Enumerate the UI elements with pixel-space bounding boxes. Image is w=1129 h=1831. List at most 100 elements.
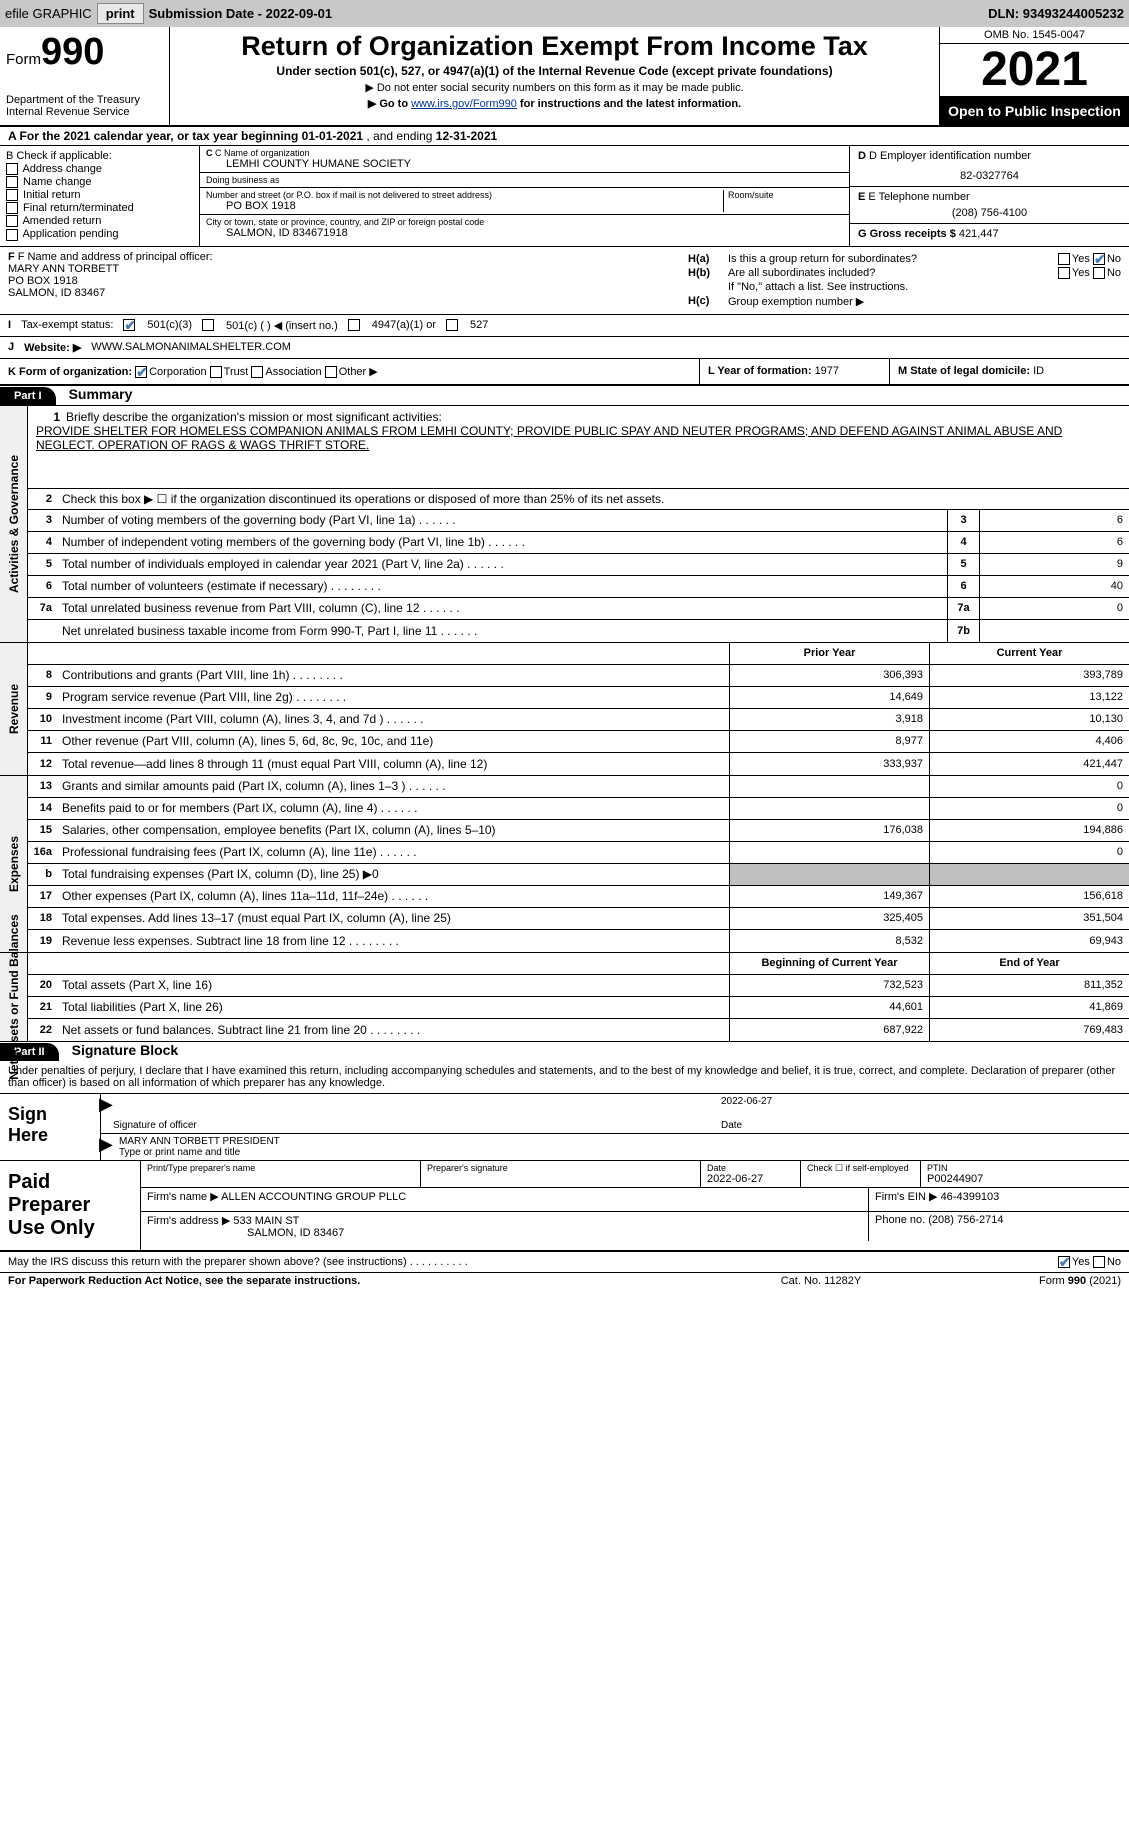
- tax-year: 2021: [940, 44, 1129, 97]
- line-value: 6: [979, 532, 1129, 553]
- officer-addr2: SALMON, ID 83467: [8, 287, 672, 299]
- header-mid: Return of Organization Exempt From Incom…: [170, 27, 939, 125]
- corp-checkbox[interactable]: [135, 366, 147, 378]
- curr-value: 351,504: [929, 908, 1129, 929]
- vert-net: Net Assets or Fund Balances: [0, 953, 28, 1041]
- colb-checkbox[interactable]: [6, 176, 18, 188]
- line-value: 6: [979, 510, 1129, 531]
- colb-checkbox[interactable]: [6, 229, 18, 241]
- curr-value: 0: [929, 776, 1129, 797]
- section-f-h: F F Name and address of principal office…: [0, 247, 1129, 315]
- hb-no-checkbox[interactable]: [1093, 267, 1105, 279]
- gross-receipts: 421,447: [959, 228, 999, 240]
- col-d-ein: D D Employer identification number 82-03…: [849, 146, 1129, 246]
- ha-no-checkbox[interactable]: [1093, 253, 1105, 265]
- colb-checkbox[interactable]: [6, 163, 18, 175]
- assoc-checkbox[interactable]: [251, 366, 263, 378]
- 501c-checkbox[interactable]: [202, 319, 214, 331]
- colb-checkbox[interactable]: [6, 189, 18, 201]
- 4947-checkbox[interactable]: [348, 319, 360, 331]
- 501c3-checkbox[interactable]: [123, 319, 135, 331]
- curr-value: 811,352: [929, 975, 1129, 996]
- sig-date: 2022-06-27: [721, 1096, 772, 1107]
- ptin: P00244907: [927, 1173, 1123, 1185]
- col-b-label: B Check if applicable:: [6, 150, 193, 162]
- curr-value: 0: [929, 798, 1129, 819]
- col-c-org-info: C C Name of organization LEMHI COUNTY HU…: [200, 146, 849, 246]
- row-a-tax-year: A For the 2021 calendar year, or tax yea…: [0, 127, 1129, 146]
- discuss-yes-checkbox[interactable]: [1058, 1256, 1070, 1268]
- form-header: Form990 Department of the Treasury Inter…: [0, 27, 1129, 127]
- end-year-hdr: End of Year: [929, 953, 1129, 974]
- hb-yes-checkbox[interactable]: [1058, 267, 1070, 279]
- trust-checkbox[interactable]: [210, 366, 222, 378]
- org-city: SALMON, ID 834671918: [206, 227, 843, 239]
- prior-value: 14,649: [729, 687, 929, 708]
- prior-value: 8,977: [729, 731, 929, 752]
- state-domicile: ID: [1033, 365, 1044, 377]
- part1-title: Summary: [59, 384, 143, 404]
- vert-rev: Revenue: [0, 643, 28, 775]
- prior-value: 8,532: [729, 930, 929, 952]
- omb-number: OMB No. 1545-0047: [940, 27, 1129, 44]
- submission-date: Submission Date - 2022-09-01: [149, 6, 984, 21]
- firm-phone: (208) 756-2714: [928, 1214, 1003, 1226]
- dept-label: Department of the Treasury Internal Reve…: [6, 94, 163, 118]
- line-value: 0: [979, 598, 1129, 619]
- firm-addr1: 533 MAIN ST: [233, 1215, 299, 1227]
- note-ssn: ▶ Do not enter social security numbers o…: [180, 81, 929, 94]
- firm-ein: 46-4399103: [941, 1191, 1000, 1203]
- curr-value: 4,406: [929, 731, 1129, 752]
- prior-value: 3,918: [729, 709, 929, 730]
- curr-value: 421,447: [929, 753, 1129, 775]
- colb-checkbox[interactable]: [6, 202, 18, 214]
- colb-checkbox[interactable]: [6, 215, 18, 227]
- pra-notice: For Paperwork Reduction Act Notice, see …: [8, 1275, 721, 1287]
- prior-value: 325,405: [729, 908, 929, 929]
- prior-value: [729, 776, 929, 797]
- paid-prep-label: Paid Preparer Use Only: [0, 1161, 140, 1250]
- form-subtitle: Under section 501(c), 527, or 4947(a)(1)…: [180, 64, 929, 78]
- firm-name: ALLEN ACCOUNTING GROUP PLLC: [221, 1191, 406, 1203]
- prior-value: 732,523: [729, 975, 929, 996]
- curr-value: 393,789: [929, 665, 1129, 686]
- part1-header: Part I: [0, 387, 56, 405]
- pp-date: 2022-06-27: [707, 1173, 794, 1185]
- open-public: Open to Public Inspection: [940, 97, 1129, 125]
- curr-value: 194,886: [929, 820, 1129, 841]
- part-1: Part I Summary Activities & Governance 1…: [0, 386, 1129, 1042]
- org-name: LEMHI COUNTY HUMANE SOCIETY: [206, 158, 843, 170]
- form-number: Form990: [6, 31, 163, 74]
- form-title: Return of Organization Exempt From Incom…: [180, 31, 929, 62]
- ha-yes-checkbox[interactable]: [1058, 253, 1070, 265]
- curr-value: 69,943: [929, 930, 1129, 952]
- curr-value: [929, 864, 1129, 885]
- page-footer: For Paperwork Reduction Act Notice, see …: [0, 1273, 1129, 1289]
- row-k-l-m: K Form of organization: Corporation Trus…: [0, 359, 1129, 386]
- prior-value: [729, 798, 929, 819]
- header-left: Form990 Department of the Treasury Inter…: [0, 27, 170, 125]
- col-b-checkboxes: B Check if applicable: Address change Na…: [0, 146, 200, 246]
- officer-addr1: PO BOX 1918: [8, 275, 672, 287]
- 527-checkbox[interactable]: [446, 319, 458, 331]
- ein: 82-0327764: [858, 162, 1121, 182]
- irs-link[interactable]: www.irs.gov/Form990: [411, 98, 517, 110]
- note-link: ▶ Go to www.irs.gov/Form990 for instruct…: [180, 97, 929, 110]
- curr-value: 41,869: [929, 997, 1129, 1018]
- vert-gov: Activities & Governance: [0, 406, 28, 642]
- dln: DLN: 93493244005232: [988, 6, 1124, 21]
- discuss-no-checkbox[interactable]: [1093, 1256, 1105, 1268]
- row-j-website: J Website: ▶ WWW.SALMONANIMALSHELTER.COM: [0, 337, 1129, 359]
- part-2: Part II Signature Block Under penalties …: [0, 1042, 1129, 1273]
- prior-value: 44,601: [729, 997, 929, 1018]
- line-value: [979, 620, 1129, 642]
- curr-year-hdr: Current Year: [929, 643, 1129, 664]
- print-button[interactable]: print: [97, 3, 144, 24]
- prior-value: 687,922: [729, 1019, 929, 1041]
- curr-value: 0: [929, 842, 1129, 863]
- sign-here-row: Sign Here ▶ Signature of officer 2022-06…: [0, 1094, 1129, 1161]
- other-checkbox[interactable]: [325, 366, 337, 378]
- prior-value: 306,393: [729, 665, 929, 686]
- curr-value: 13,122: [929, 687, 1129, 708]
- website-url: WWW.SALMONANIMALSHELTER.COM: [91, 341, 291, 353]
